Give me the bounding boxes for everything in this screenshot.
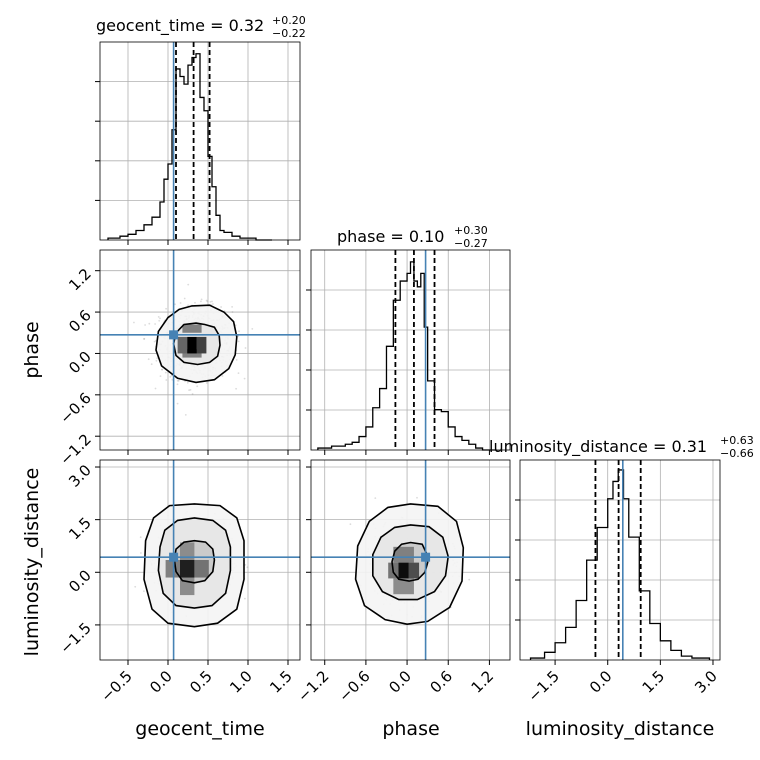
y-axis-label-luminosity-distance: luminosity_distance — [21, 468, 43, 657]
x-tick-label: 0.0 — [586, 667, 616, 697]
panel-frame — [519, 459, 721, 661]
density-cell — [194, 560, 209, 578]
contour-level-3 — [354, 503, 465, 626]
y-tick-label: 1.2 — [65, 265, 95, 295]
x-tick-label: 1.0 — [226, 667, 256, 697]
truth-marker — [421, 552, 431, 562]
y-tick-label: −1.5 — [56, 619, 94, 657]
panel-frame — [99, 459, 301, 661]
x-tick-label: −0.6 — [335, 667, 373, 705]
y-tick-label: 0.6 — [65, 306, 95, 336]
y-tick-label: −0.6 — [56, 389, 94, 427]
x-tick-label: 0.0 — [146, 667, 176, 697]
density-cell — [180, 560, 195, 578]
density-cell — [187, 336, 197, 354]
title-geocent-time-sup: +0.20 — [272, 14, 306, 27]
truth-marker — [169, 552, 179, 562]
contour-level-2 — [155, 304, 238, 384]
panel-frame — [310, 249, 511, 451]
x-tick-label: 3.0 — [691, 667, 721, 697]
density-cell — [393, 578, 414, 595]
x-tick-label: −0.5 — [97, 667, 135, 705]
title-phase-sub: −0.27 — [454, 237, 488, 250]
scatter-panel-geocent_time-phase: −1.2−0.6 0.0 0.6 1.2 — [56, 249, 301, 469]
y-tick-label: 0.0 — [65, 348, 95, 378]
contour-level-3 — [143, 503, 245, 628]
hist-panel-geocent_time — [95, 41, 301, 245]
x-axis-label-phase: phase — [382, 718, 439, 740]
density-cell — [177, 336, 188, 354]
title-luminosity-distance-sub: −0.66 — [720, 447, 754, 460]
histogram-geocent_time — [107, 53, 272, 241]
density-cell — [182, 324, 202, 333]
y-tick-label: 0.0 — [65, 566, 95, 596]
title-geocent-time-sub: −0.22 — [272, 27, 306, 40]
density-cell — [408, 562, 420, 579]
title-phase-sup: +0.30 — [454, 224, 488, 237]
truth-marker — [169, 330, 179, 340]
y-tick-label: 1.5 — [65, 514, 95, 544]
contour-level-2 — [157, 517, 232, 609]
x-tick-label: −1.5 — [524, 667, 562, 705]
contour-level-2 — [372, 524, 450, 601]
y-axis-label-phase: phase — [21, 321, 43, 378]
x-tick-label: 1.2 — [468, 667, 498, 697]
title-phase: phase = 0.10 — [337, 227, 444, 246]
panel-frame — [310, 459, 511, 661]
density-cell — [393, 546, 414, 563]
x-axis-label-geocent-time: geocent_time — [135, 718, 264, 740]
x-tick-label: 0.5 — [186, 667, 216, 697]
scatter-points — [349, 496, 471, 626]
title-luminosity-distance: luminosity_distance = 0.31 — [489, 437, 707, 457]
scatter-points — [126, 503, 249, 628]
x-tick-label: −1.2 — [294, 667, 332, 705]
contour-level-1 — [173, 539, 216, 584]
density-cell — [196, 336, 207, 354]
scatter-panel-geocent_time-luminosity_distance: −0.5 0.0 0.5 1.0 1.5−1.50.01.53.0 — [56, 459, 301, 706]
hist-panel-phase — [306, 249, 511, 455]
y-tick-label: −1.2 — [56, 430, 94, 468]
x-tick-label: 1.5 — [266, 667, 296, 697]
x-axis-label-luminosity-distance: luminosity_distance — [526, 718, 715, 740]
scatter-points — [133, 283, 254, 416]
density-cell — [180, 542, 195, 560]
panel-frame — [99, 41, 301, 241]
title-geocent-time: geocent_time = 0.32 — [96, 16, 264, 36]
hist-panel-luminosity_distance: −1.5 0.0 1.5 3.0 — [515, 459, 721, 706]
x-tick-label: 1.5 — [639, 667, 669, 697]
scatter-panel-phase-luminosity_distance: −1.2 −0.6 0.0 0.6 1.2 — [294, 459, 511, 706]
title-luminosity-distance-sup: +0.63 — [720, 434, 754, 447]
panel-frame — [99, 249, 301, 451]
x-tick-label: 0.0 — [385, 667, 415, 697]
histogram-luminosity_distance — [529, 469, 711, 660]
x-tick-label: 0.6 — [426, 667, 456, 697]
density-cell — [398, 562, 409, 579]
